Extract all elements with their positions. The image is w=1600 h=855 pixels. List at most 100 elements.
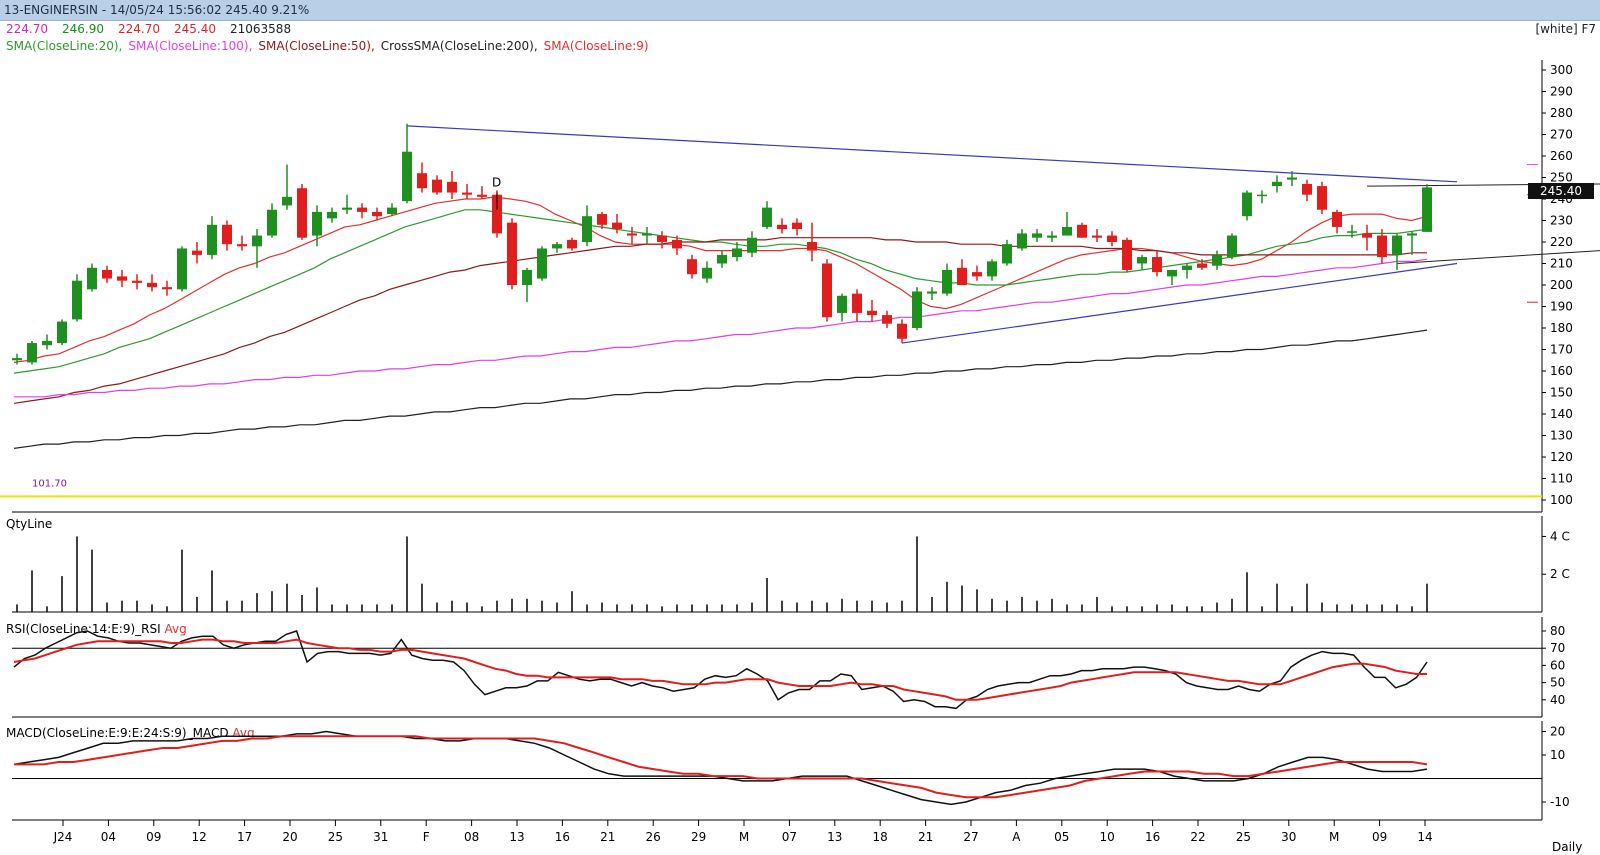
trendline-extension [1396,250,1600,264]
candle-body [1362,233,1372,238]
time-axis: J24 04 09 12 17 20 25 31 F 08 13 16 21 26 29 M 07 13 18 21 2… [53,820,1582,854]
legend-sma50[interactable]: SMA(CloseLine:50), [258,39,375,53]
time-tick-label: J24 [53,830,73,844]
candle-body [582,216,592,242]
candle-body [927,291,937,294]
time-tick-label: 31 [373,830,388,844]
open-value: 224.70 [6,22,48,36]
candle-body [1197,263,1207,268]
rsi-tick-label: 70 [1550,641,1565,655]
candle-body [462,192,472,195]
legend-sma100[interactable]: SMA(CloseLine:100), [128,39,253,53]
legend-sma200[interactable]: CrossSMA(CloseLine:200), [380,39,538,53]
low-value: 224.70 [118,22,160,36]
candle-body [1122,239,1132,270]
time-tick-label: 21 [918,830,933,844]
candle-body [552,244,562,249]
volume-tick-label: 2 C [1550,567,1570,581]
candle-body [342,207,352,210]
candle-body [657,235,667,242]
rsi-line [13,630,1428,710]
candle-body [252,235,262,247]
price-tick-label: 250 [1550,171,1573,185]
theme-indicator[interactable]: [white] F7 [1535,22,1596,36]
time-tick-label: 04 [101,830,116,844]
close-value: 245.40 [174,22,216,36]
time-tick-label: 09 [146,830,161,844]
time-tick-label: 08 [464,830,479,844]
candle-body [147,282,157,288]
candle-body [237,244,247,247]
legend-sma9[interactable]: SMA(CloseLine:9) [543,39,649,53]
legend-sma20[interactable]: SMA(CloseLine:20), [6,39,123,53]
candle-body [1422,187,1432,232]
macd-tick-label: 10 [1550,748,1565,762]
candle-body [1392,235,1402,255]
candle-body [1152,257,1162,273]
candle-body [207,224,217,255]
candle-body [987,261,997,277]
ma-line [13,209,1428,374]
macd-tick-label: -10 [1550,795,1570,809]
candle-body [1347,231,1357,233]
macd-panel: MACD(CloseLine:E:9:E:24:S:9)_MACD Avg 20 1… [6,725,1570,810]
price-tick-label: 140 [1550,407,1573,421]
candle-body [432,179,442,193]
volume-panel-title: QtyLine [6,517,52,531]
time-tick-label: M [739,830,749,844]
time-tick-label: 13 [509,830,524,844]
time-tick-label: 09 [1372,830,1387,844]
candle-body [297,188,307,238]
candle-body [1062,226,1072,236]
last-price-tag: 245.40 [1528,183,1594,199]
candle-body [837,295,847,313]
candle-body [897,323,907,339]
time-tick-label: 07 [782,830,797,844]
candle-body [387,207,397,215]
candle-body [492,194,502,234]
volume-panel: QtyLine 4 C 2 C [6,517,1570,612]
candle-body [1272,181,1282,187]
rsi-panel-title: RSI(CloseLine:14:E:9)_RSI Avg [6,622,187,636]
candles [12,123,1432,365]
candle-body [132,280,142,283]
candle-body [1092,235,1102,238]
indicator-legend: SMA(CloseLine:20), SMA(CloseLine:100), SMA… [6,39,655,53]
rsi-tick-label: 80 [1550,624,1565,638]
candle-body [1137,257,1147,264]
candle-body [1077,224,1087,238]
candle-body [507,222,517,285]
time-tick-label: 12 [192,830,207,844]
time-tick-label: 21 [600,830,615,844]
trendline [901,262,1458,344]
candle-body [42,340,52,346]
candle-body [627,233,637,236]
time-tick-label: 16 [555,830,570,844]
price-tick-label: 130 [1550,429,1573,443]
rsi-tick-label: 60 [1550,658,1565,672]
panel-frames [12,60,1543,821]
price-tick-label: 170 [1550,343,1573,357]
candle-body [867,310,877,316]
candle-body [117,276,127,281]
candle-body [822,263,832,318]
price-tick-label: 260 [1550,149,1573,163]
candle-body [357,207,367,212]
time-tick-label: 10 [1100,830,1115,844]
candle-body [672,239,682,249]
macd-line [13,730,1428,806]
candle-body [327,211,337,219]
rsi-tick-label: 50 [1550,676,1565,690]
candle-body [1167,269,1177,277]
time-tick-label: M [1329,830,1339,844]
candle-body [417,173,427,189]
candle-body [402,151,412,202]
candle-body [612,222,622,230]
rsi-avg-label: Avg [164,622,186,636]
volume-value: 21063588 [230,22,292,36]
ohlc-readout: 224.70 246.90 224.70 245.40 21063588 [6,22,305,36]
marker-label: D [492,175,501,189]
candle-body [372,211,382,217]
time-tick-label: F [423,830,430,844]
